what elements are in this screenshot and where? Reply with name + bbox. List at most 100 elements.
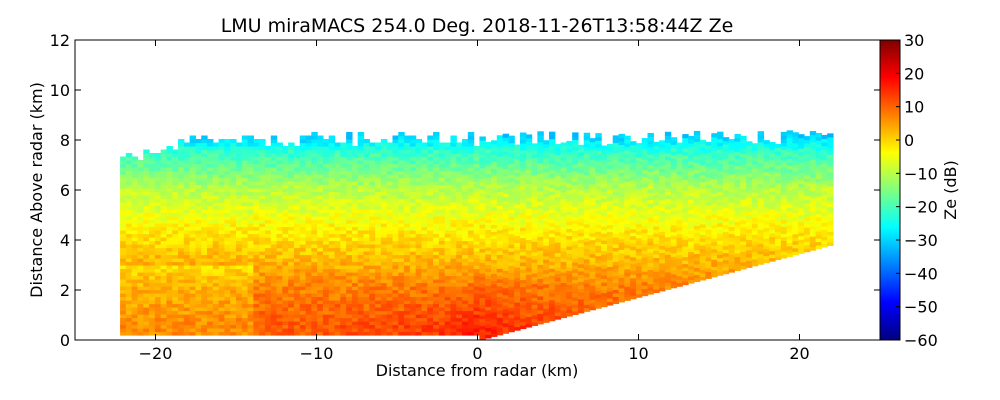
echo-cell	[172, 149, 179, 154]
echo-cell	[357, 167, 365, 172]
echo-cell	[154, 170, 162, 175]
echo-cell	[467, 153, 475, 158]
echo-cell	[543, 283, 550, 288]
echo-cell	[525, 225, 533, 230]
echo-cell	[369, 156, 376, 161]
echo-cell	[462, 314, 469, 319]
echo-cell	[577, 190, 585, 195]
echo-cell	[317, 275, 324, 280]
echo-cell	[612, 240, 620, 245]
echo-cell	[351, 317, 359, 322]
echo-cell	[560, 293, 567, 298]
echo-cell	[241, 170, 249, 175]
echo-cell	[491, 325, 498, 330]
echo-cell	[427, 223, 434, 228]
echo-cell	[322, 226, 330, 231]
echo-cell	[462, 233, 469, 238]
echo-cell	[514, 274, 521, 279]
echo-cell	[137, 314, 144, 319]
echo-cell	[520, 202, 527, 207]
echo-cell	[612, 296, 620, 301]
echo-cell	[131, 247, 139, 252]
echo-cell	[456, 142, 463, 147]
echo-cell	[380, 139, 388, 144]
echo-cell	[183, 149, 191, 154]
echo-cell	[548, 170, 556, 175]
echo-cell	[520, 251, 527, 256]
echo-cell	[444, 314, 452, 319]
echo-cell	[647, 272, 654, 278]
echo-cell	[404, 244, 411, 249]
echo-cell	[230, 174, 237, 179]
echo-cell	[189, 219, 197, 224]
echo-cell	[525, 165, 533, 171]
echo-cell	[154, 233, 162, 238]
echo-cell	[195, 303, 202, 308]
echo-cell	[328, 174, 336, 179]
echo-cell	[183, 286, 191, 291]
echo-cell	[166, 216, 173, 221]
echo-cell	[531, 279, 538, 284]
echo-cell	[363, 205, 370, 210]
echo-cell	[543, 280, 550, 285]
echo-cell	[224, 181, 231, 186]
echo-cell	[392, 205, 399, 210]
echo-cell	[218, 212, 226, 217]
echo-cell	[207, 275, 214, 280]
echo-cell	[635, 195, 643, 200]
echo-cell	[149, 195, 156, 200]
echo-cell	[149, 324, 156, 329]
echo-cell	[369, 167, 376, 172]
echo-cell	[450, 251, 457, 256]
echo-cell	[630, 183, 637, 188]
echo-cell	[386, 142, 394, 147]
echo-cell	[230, 310, 237, 315]
echo-cell	[311, 146, 318, 151]
echo-cell	[404, 163, 411, 168]
echo-cell	[473, 286, 481, 291]
echo-cell	[624, 282, 631, 287]
echo-cell	[288, 275, 295, 280]
echo-cell	[305, 174, 312, 179]
echo-cell	[137, 188, 144, 193]
echo-cell	[543, 210, 550, 215]
echo-cell	[520, 220, 527, 225]
echo-cell	[467, 181, 475, 186]
echo-cell	[293, 170, 301, 175]
echo-cell	[212, 261, 220, 266]
echo-cell	[467, 279, 475, 284]
echo-cell	[606, 199, 614, 205]
echo-cell	[485, 288, 492, 294]
echo-cell	[346, 209, 353, 214]
echo-cell	[392, 314, 399, 319]
echo-cell	[386, 314, 394, 319]
echo-cell	[491, 238, 498, 243]
echo-cell	[328, 275, 336, 280]
echo-cell	[346, 254, 353, 259]
echo-cell	[514, 267, 521, 272]
echo-cell	[317, 279, 324, 284]
echo-cell	[537, 274, 544, 279]
echo-cell	[462, 188, 469, 193]
echo-cell	[392, 268, 399, 273]
echo-cell	[154, 230, 162, 235]
echo-cell	[421, 233, 428, 238]
echo-cell	[334, 198, 341, 203]
echo-cell	[496, 254, 504, 259]
echo-cell	[450, 142, 457, 147]
echo-cell	[224, 177, 231, 182]
echo-cell	[207, 209, 214, 214]
echo-cell	[543, 248, 550, 253]
echo-cell	[572, 132, 579, 137]
echo-cell	[299, 181, 307, 186]
echo-cell	[207, 163, 214, 168]
echo-cell	[444, 198, 452, 203]
echo-cell	[363, 167, 370, 172]
echo-cell	[438, 258, 446, 263]
echo-cell	[305, 237, 312, 242]
echo-cell	[450, 289, 457, 294]
echo-cell	[583, 171, 591, 176]
echo-cell	[224, 314, 231, 319]
echo-cell	[340, 300, 347, 305]
echo-cell	[641, 162, 649, 167]
